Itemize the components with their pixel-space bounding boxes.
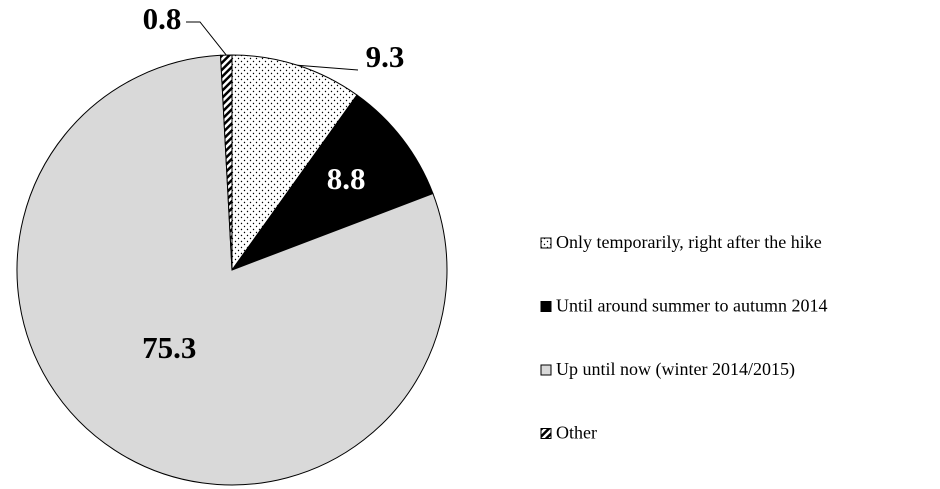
data-label: 75.3 — [142, 330, 196, 365]
pie-slice — [231, 54, 358, 272]
pie-slice — [230, 94, 434, 272]
data-label: 9.3 — [366, 39, 405, 74]
legend-swatch — [540, 428, 552, 439]
legend-label: Until around summer to autumn 2014 — [556, 296, 827, 316]
legend-label: Only temporarily, right after the hike — [556, 232, 822, 252]
data-label: 0.8 — [143, 1, 182, 36]
data-labels: 9.3 8.8 75.3 0.8 — [142, 1, 404, 365]
leader-line — [186, 21, 227, 56]
legend: Only temporarily, right after the hike Un… — [540, 232, 827, 443]
legend-label: Other — [556, 423, 597, 443]
pie — [16, 54, 448, 486]
pie-slice — [220, 54, 233, 271]
data-label: 8.8 — [327, 161, 366, 196]
legend-label: Up until now (winter 2014/2015) — [556, 359, 795, 380]
legend-swatch — [540, 301, 552, 312]
pie-slice — [16, 54, 448, 486]
leader-line — [297, 64, 359, 71]
legend-swatch — [540, 364, 552, 376]
legend-swatch — [540, 237, 552, 249]
